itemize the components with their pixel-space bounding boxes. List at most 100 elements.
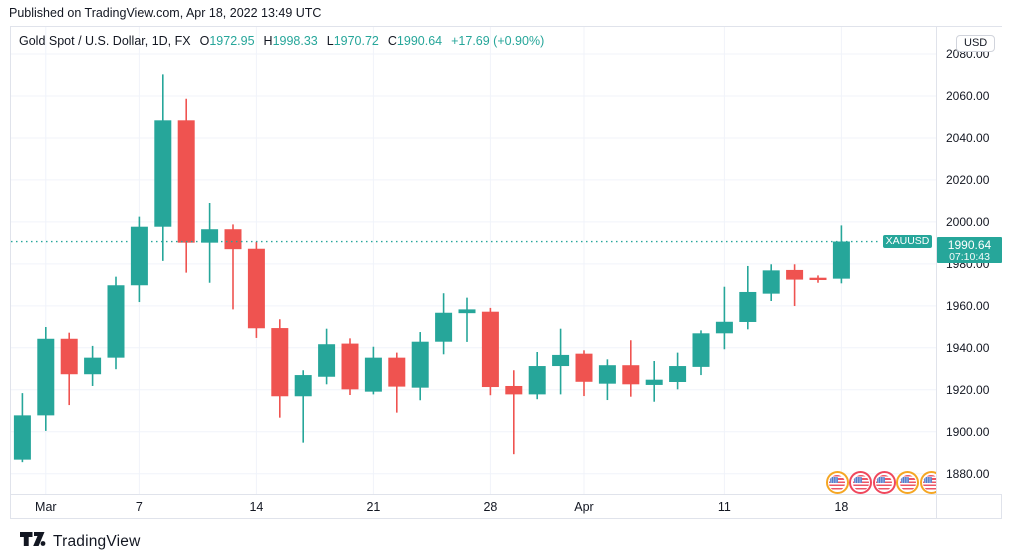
candle-body [201, 229, 219, 243]
candle-body [575, 353, 593, 382]
candle-mar-9 [177, 98, 195, 273]
chart-frame: XAUUSD Gold Spot / U.S. Dollar, 1D, FX O… [10, 26, 1002, 519]
candle-body [481, 311, 499, 388]
us-flag-event-icon[interactable] [919, 471, 936, 494]
price-tick-label: 1960.00 [946, 298, 990, 313]
candle-body [84, 357, 102, 375]
candle-body [60, 338, 78, 375]
price-tick-label: 1940.00 [946, 340, 990, 355]
candle-body [786, 269, 804, 280]
price-tick-label: 1880.00 [946, 466, 990, 481]
candle-body [458, 309, 476, 314]
candle-body [177, 120, 195, 243]
tradingview-wordmark: TradingView [53, 532, 141, 550]
candle-mar-14 [247, 241, 265, 338]
candle-apr-12 [739, 265, 757, 330]
us-flag-event-icon[interactable] [849, 471, 873, 494]
price-line-symbol-badge: XAUUSD [883, 234, 932, 249]
candle-mar-10 [201, 202, 219, 283]
candle-body [739, 291, 757, 322]
candle-mar-31 [552, 328, 570, 395]
price-tick-label: 2020.00 [946, 172, 990, 187]
candle-mar-22 [388, 352, 406, 413]
candle-mar-2 [60, 332, 78, 406]
legend-high: H1998.33 [263, 34, 318, 48]
us-flag-event-icon[interactable] [896, 471, 920, 494]
candle-body [528, 366, 546, 395]
candle-body [598, 365, 616, 384]
price-tick-label: 2000.00 [946, 214, 990, 229]
time-tick-label: 28 [483, 500, 498, 514]
candle-body [809, 277, 827, 281]
candle-body [271, 328, 289, 397]
time-tick-label: Mar [35, 500, 57, 514]
time-axis[interactable]: Mar 7 14 21 28 Apr 11 18 [11, 494, 1001, 518]
last-price-badge: 1990.64 07:10:43 [937, 237, 1002, 264]
candle-mar-17 [318, 328, 336, 385]
price-tick-label: 1900.00 [946, 424, 990, 439]
currency-toggle-button[interactable]: USD [956, 35, 996, 52]
economic-event-markers [11, 27, 936, 494]
candle-body [435, 312, 453, 342]
time-tick-label: 18 [834, 500, 849, 514]
candle-mar-16 [294, 370, 312, 443]
candle-mar-4 [107, 276, 125, 370]
symbol-title: Gold Spot / U.S. Dollar, 1D, FX [19, 34, 191, 48]
candle-apr-4 [598, 359, 616, 401]
price-axis[interactable]: USD 2080.00 2060.00 2040.00 2020.00 2000.00 1… [936, 27, 1002, 494]
time-tick-label: 7 [135, 500, 143, 514]
candle-body [130, 226, 148, 286]
candle-apr-18 [832, 225, 850, 284]
candle-mar-11 [224, 224, 242, 310]
last-price-value: 1990.64 [947, 238, 992, 253]
candle-body [645, 379, 663, 385]
candle-mar-15 [271, 319, 289, 418]
us-flag-event-icon[interactable] [872, 471, 896, 494]
tradingview-logo[interactable]: TradingView [20, 531, 141, 552]
chart-plot-area[interactable]: XAUUSD [11, 27, 936, 494]
candle-mar-21 [364, 346, 382, 395]
candle-body [154, 120, 172, 227]
candle-apr-15 [809, 275, 827, 283]
candle-body [107, 285, 125, 358]
legend-close: C1990.64 [387, 34, 443, 48]
candle-mar-18 [341, 338, 359, 396]
candle-mar-8 [154, 74, 172, 261]
candle-mar-1 [37, 327, 55, 431]
candle-body [762, 270, 780, 294]
candle-apr-6 [645, 361, 663, 402]
time-tick-label: Apr [574, 500, 594, 514]
candle-apr-5 [622, 340, 640, 397]
legend-open: O1972.95 [199, 34, 255, 48]
legend-low: L1970.72 [326, 34, 379, 48]
candle-mar-30 [528, 351, 546, 400]
candle-body [669, 366, 687, 382]
candle-mar-24 [435, 293, 453, 355]
time-tick-label: 11 [717, 500, 731, 514]
candle-body [318, 344, 336, 377]
price-tick-label: 1920.00 [946, 382, 990, 397]
time-tick-label: 21 [366, 500, 381, 514]
bar-countdown: 07:10:43 [949, 251, 990, 264]
published-note: Published on TradingView.com, Apr 18, 20… [9, 6, 322, 20]
candle-body [388, 357, 406, 387]
candle-body [552, 354, 570, 367]
candle-apr-7 [669, 352, 687, 390]
us-flag-event-icon[interactable] [825, 471, 849, 494]
candle-mar-25 [458, 297, 476, 342]
candle-body [832, 241, 850, 279]
candle-feb-28 [13, 393, 31, 463]
candle-mar-28 [481, 307, 499, 396]
candle-body [505, 385, 523, 395]
candle-body [37, 338, 55, 416]
candle-mar-3 [84, 345, 102, 386]
candle-apr-13 [762, 264, 780, 301]
candle-apr-8 [692, 330, 710, 376]
candle-apr-1 [575, 350, 593, 397]
candle-body [224, 229, 242, 250]
candle-mar-23 [411, 332, 429, 401]
axis-corner-separator [936, 495, 937, 518]
candle-body [622, 365, 640, 385]
candle-mar-7 [130, 216, 148, 303]
